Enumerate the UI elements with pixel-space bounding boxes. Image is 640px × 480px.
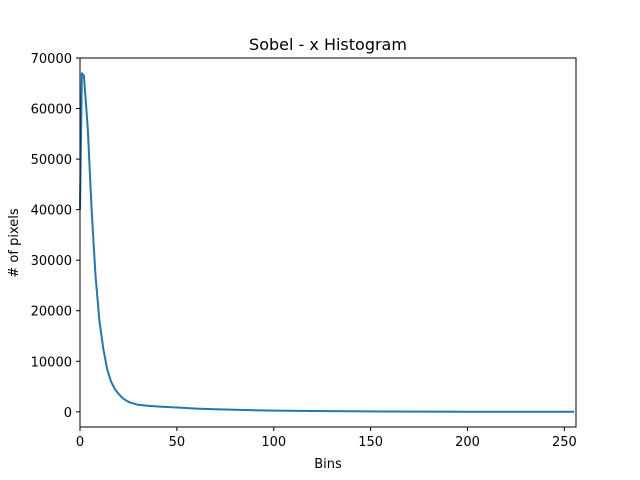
chart-title: Sobel - x Histogram [249,35,407,54]
y-tick-label: 20000 [31,305,72,320]
y-axis: 0 10000 20000 30000 40000 50000 60000 70000 [31,52,80,421]
y-tick-label: 30000 [31,254,72,269]
axes-frame [79,57,577,428]
x-axis: 0 50 100 150 200 250 [76,427,577,450]
x-tick-label: 50 [169,435,186,450]
x-tick-label: 100 [261,435,286,450]
x-tick-label: 250 [552,435,577,450]
series-line [79,72,575,413]
plot-area [79,72,575,413]
x-tick-label: 0 [76,435,84,450]
y-axis-label: # of pixels [7,208,22,277]
x-axis-label: Bins [314,457,342,472]
y-tick-label: 10000 [31,355,72,370]
x-tick-label: 150 [358,435,383,450]
y-tick-label: 40000 [31,204,72,219]
y-tick-label: 0 [64,406,72,421]
y-tick-label: 70000 [31,52,72,67]
x-tick-label: 200 [455,435,480,450]
y-tick-label: 60000 [31,103,72,118]
y-tick-label: 50000 [31,153,72,168]
